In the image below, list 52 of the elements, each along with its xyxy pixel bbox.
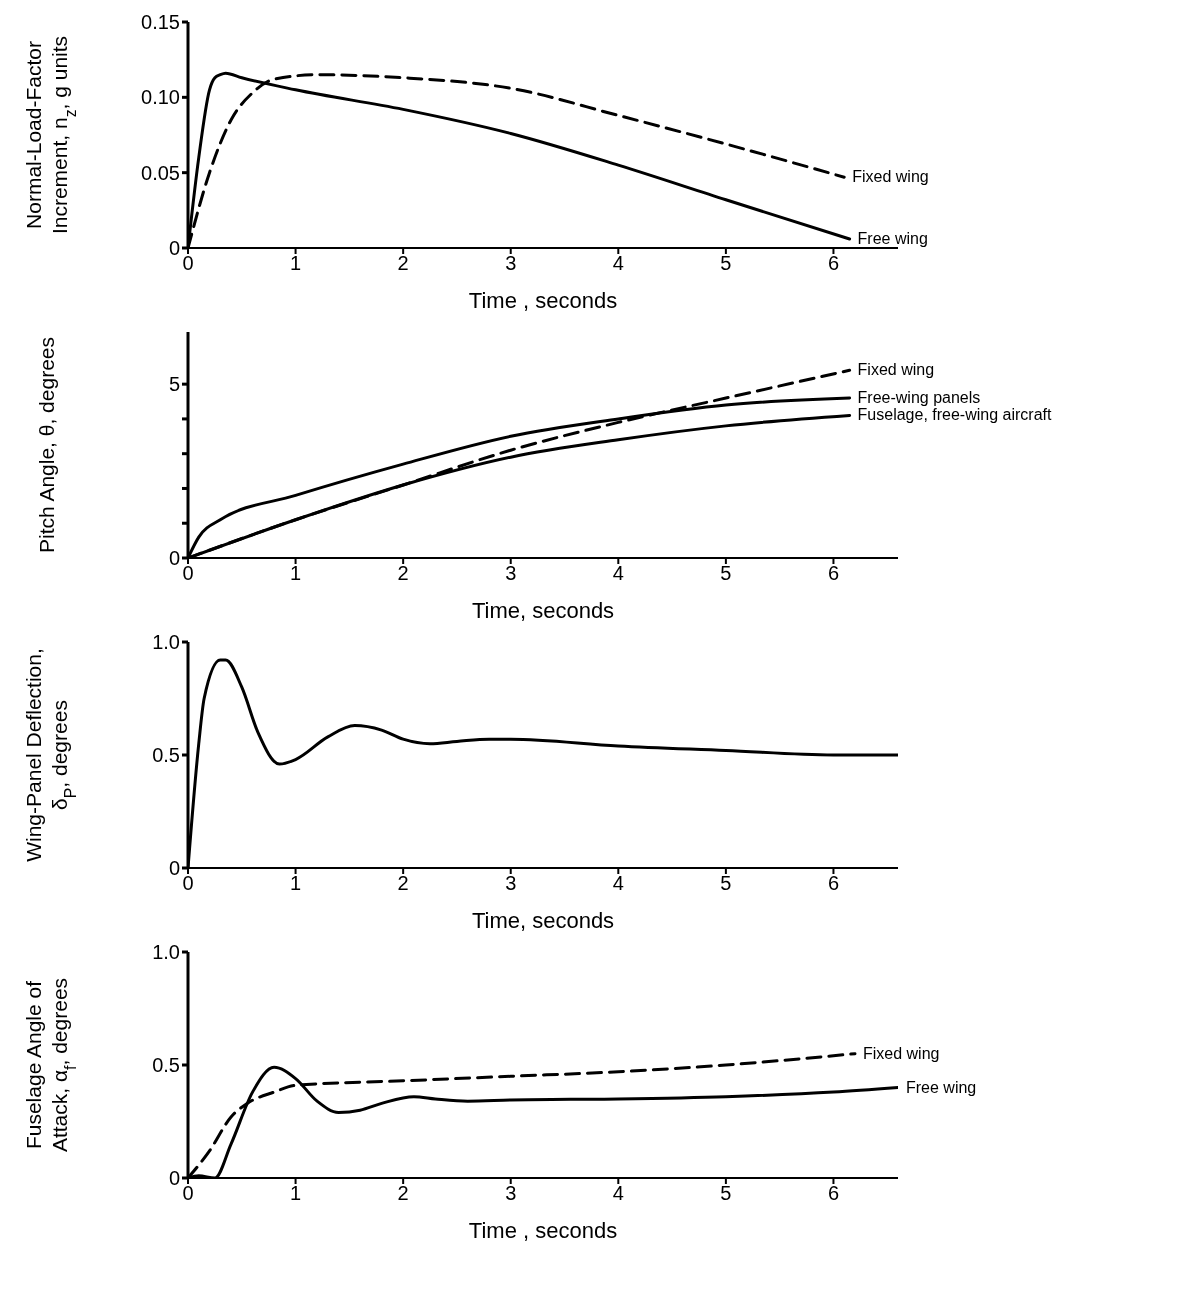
x-tick-label: 1 — [290, 252, 302, 275]
x-tick-label: 0 — [182, 1182, 194, 1205]
x-tick-label: 6 — [827, 252, 840, 275]
y-tick-label: 0 — [168, 237, 180, 260]
x-tick-label: 4 — [612, 872, 624, 895]
series-label: Free wing — [857, 229, 928, 247]
y-tick-label: 1.0 — [152, 631, 180, 654]
x-tick-label: 3 — [505, 872, 517, 895]
x-tick-label: 5 — [720, 1182, 732, 1205]
x-axis-title: Time , seconds — [468, 288, 618, 313]
y-tick-label: 5 — [168, 373, 180, 396]
y-tick-label: 1.0 — [152, 941, 180, 964]
x-tick-label: 5 — [720, 872, 732, 895]
series-label: Fixed wing — [862, 1044, 940, 1062]
x-tick-label: 6 — [827, 872, 840, 895]
x-tick-label: 3 — [505, 1182, 517, 1205]
x-tick-label: 1 — [290, 872, 302, 895]
x-tick-label: 3 — [505, 252, 517, 275]
series-label: Fixed wing — [852, 168, 929, 186]
y-tick-label: 0.5 — [152, 744, 180, 767]
x-axis-title: Time, seconds — [471, 908, 615, 933]
x-tick-label: 4 — [612, 1182, 624, 1205]
x-tick-label: 5 — [720, 562, 732, 585]
x-axis-title: Time , seconds — [468, 1218, 618, 1243]
y-tick-label: 0.05 — [141, 161, 180, 184]
series-label: Fuselage, free-wing aircraft — [857, 406, 1052, 424]
y-axis-title: Pitch Angle, θ, degrees — [35, 337, 58, 553]
x-tick-label: 4 — [612, 252, 624, 275]
x-tick-label: 0 — [182, 562, 194, 585]
series-label: Fixed wing — [857, 361, 935, 379]
x-tick-label: 5 — [720, 252, 732, 275]
series-label: Free-wing panels — [857, 389, 981, 407]
y-tick-label: 0 — [168, 547, 180, 570]
x-tick-label: 0 — [182, 872, 194, 895]
x-tick-label: 1 — [290, 562, 302, 585]
x-tick-label: 2 — [397, 1182, 409, 1205]
y-tick-label: 0.5 — [152, 1054, 180, 1077]
y-tick-label: 0 — [168, 857, 180, 880]
y-tick-label: 0.15 — [141, 11, 180, 34]
x-tick-label: 1 — [290, 1182, 302, 1205]
x-tick-label: 6 — [827, 1182, 840, 1205]
x-tick-label: 3 — [505, 562, 517, 585]
x-tick-label: 2 — [397, 872, 409, 895]
x-tick-label: 6 — [827, 562, 840, 585]
y-tick-label: 0.10 — [141, 86, 180, 109]
x-tick-label: 4 — [612, 562, 624, 585]
y-tick-label: 0 — [168, 1167, 180, 1190]
x-axis-title: Time, seconds — [471, 598, 615, 623]
series-label: Free wing — [906, 1078, 977, 1096]
x-tick-label: 0 — [182, 252, 194, 275]
x-tick-label: 2 — [397, 562, 409, 585]
x-tick-label: 2 — [397, 252, 409, 275]
